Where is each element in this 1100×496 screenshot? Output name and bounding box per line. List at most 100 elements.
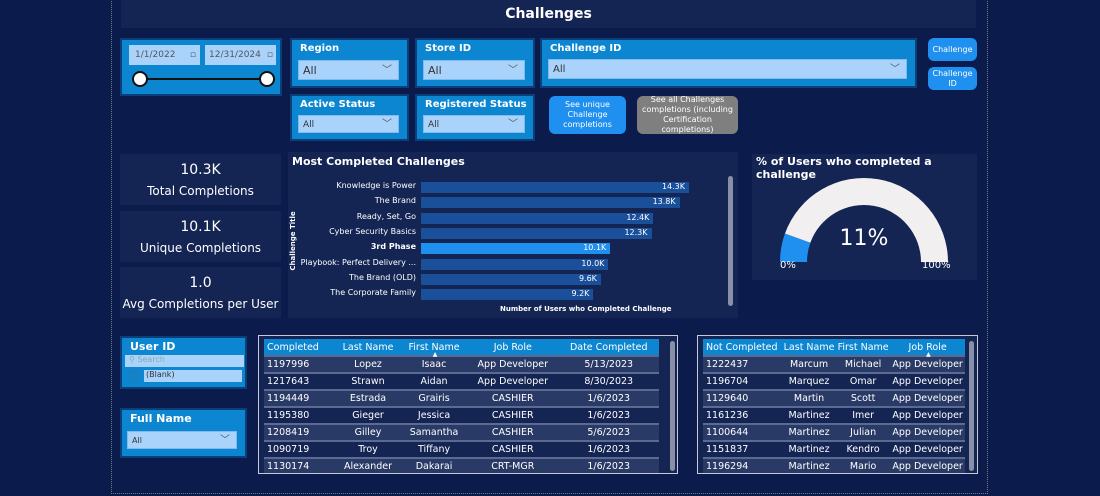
table-cell: CASHIER [467,423,559,441]
table-scrollbar[interactable] [969,341,974,471]
table-row[interactable]: 1161236 Martinez Imer App Developer [703,406,965,424]
active-status-value: All [303,120,315,130]
calendar-icon: ▫ [266,50,273,60]
challenge-id-button[interactable]: Challenge ID [928,67,977,90]
table-row[interactable]: 1151837 Martinez Kendro App Developer [703,440,965,458]
gauge-title: % of Users who completed a challenge [756,155,932,181]
table-row[interactable]: 1222437 Marcum Michael App Developer [703,355,965,373]
table-cell: 8/30/2023 [558,372,659,390]
bar[interactable] [421,243,611,255]
chevron-down-icon: ﹀ [508,65,518,76]
column-header[interactable]: Job Role ▲ [890,339,965,358]
user-id-search[interactable]: ⚲ Search [125,355,244,367]
table-cell: Kendro [836,440,891,458]
table-scrollbar[interactable] [670,341,675,471]
user-id-filter: User ID ⚲ Search (Blank) [120,336,247,389]
bar[interactable] [421,212,654,224]
table-cell: Samantha [400,423,468,441]
column-header[interactable]: Date Completed [558,339,659,356]
challenge-id-filter: Challenge ID All ﹀ [540,38,917,88]
table-cell: 5/6/2023 [558,423,659,441]
end-date-input[interactable]: 12/31/2024 ▫ [205,45,276,65]
kpi-total-completions: 10.3K Total Completions [120,154,281,205]
table-cell: 1/6/2023 [558,457,659,473]
table-cell: 1194449 [264,389,336,407]
table-row[interactable]: 1129640 Martin Scott App Developer [703,389,965,407]
table-cell: 1208419 [264,423,336,441]
table-row[interactable]: 1194449 Estrada Grairis CASHIER 1/6/2023 [264,389,659,407]
table-row[interactable]: 1100644 Martinez Julian App Developer [703,423,965,441]
table-cell: App Developer [890,389,965,407]
table-row[interactable]: 1195380 Gieger Jessica CASHIER 1/6/2023 [264,406,659,424]
table-cell: Alexander [335,457,401,473]
table-cell: Marquez [782,372,837,390]
bar-category-label: Ready, Set, Go [356,211,416,221]
column-header[interactable]: Completed [264,339,336,356]
bar-value-label: 13.8K [652,197,676,207]
chevron-down-icon: ﹀ [890,64,900,75]
table-cell: Lopez [335,355,401,373]
completed-table: Completed Last Name First Name ▲ Job Role Dat… [258,335,678,474]
bar-category-label: The Brand [374,196,416,206]
table-cell: Dakarai [400,457,468,473]
table-cell: CRT-MGR [467,457,559,473]
table-row[interactable]: 1090719 Troy Tiffany CASHIER 1/6/2023 [264,440,659,458]
full-name-dropdown[interactable]: All ﹀ [127,431,237,449]
challenge-id-dropdown[interactable]: All ﹀ [548,59,907,79]
region-label: Region [300,43,340,54]
column-header[interactable]: Not Completed [703,339,783,356]
column-header[interactable]: First Name ▲ [400,339,468,358]
start-date-input[interactable]: 1/1/2022 ▫ [129,45,200,65]
chart-title: Most Completed Challenges [292,155,465,168]
bar[interactable] [421,273,601,285]
chart-scrollbar[interactable] [728,176,733,306]
bar[interactable] [421,258,609,270]
table-row[interactable]: 1196294 Martinez Mario App Developer [703,457,965,473]
region-dropdown[interactable]: All ﹀ [298,60,399,80]
challenge-id-label: Challenge ID [550,43,622,54]
column-header[interactable]: Last Name [335,339,401,356]
table-cell: Troy [335,440,401,458]
bar-value-label: 12.3K [624,227,648,237]
table-row[interactable]: 1130174 Alexander Dakarai CRT-MGR 1/6/2023 [264,457,659,473]
bar-value-label: 14.3K [661,182,685,191]
active-status-dropdown[interactable]: All ﹀ [298,115,399,133]
table-cell: Tiffany [400,440,468,458]
column-header[interactable]: First Name [836,339,891,356]
table-cell: 1090719 [264,440,336,458]
table-row[interactable]: 1208419 Gilley Samantha CASHIER 5/6/2023 [264,423,659,441]
full-name-label: Full Name [130,412,192,425]
registered-status-value: All [428,120,440,130]
table-cell: Strawn [335,372,401,390]
table-cell: Martin [782,389,837,407]
bar[interactable] [421,182,689,193]
all-completions-button[interactable]: See all Challenges completions (includin… [637,95,738,134]
kpi-value: 10.3K [180,162,221,178]
table-cell: 1196704 [703,372,783,390]
bar[interactable] [421,227,652,239]
active-status-filter: Active Status All ﹀ [290,94,409,141]
table-cell: 1222437 [703,355,783,373]
table-row[interactable]: 1196704 Marquez Omar App Developer [703,372,965,390]
store-id-dropdown[interactable]: All ﹀ [423,60,525,80]
slider-start-handle[interactable] [132,71,148,87]
unique-completions-button[interactable]: See unique Challenge completions [549,96,626,134]
blank-checkbox[interactable] [130,371,139,380]
completion-gauge: % of Users who completed a challenge 11%… [752,154,977,280]
bar-category-label: Knowledge is Power [336,181,416,190]
column-header-label: First Name [408,341,460,353]
table-row[interactable]: 1197996 Lopez Isaac App Developer 5/13/2023 [264,355,659,373]
table-cell: Marcum [782,355,837,373]
registered-status-dropdown[interactable]: All ﹀ [423,115,525,133]
bar[interactable] [421,289,594,301]
challenge-button[interactable]: Challenge [928,38,977,61]
column-header[interactable]: Job Role [467,339,559,356]
slider-end-handle[interactable] [259,71,275,87]
blank-option[interactable]: (Blank) [144,370,242,382]
table-cell: 1196294 [703,457,783,473]
bar[interactable] [421,197,680,209]
column-header[interactable]: Last Name [782,339,837,356]
table-cell: 1129640 [703,389,783,407]
table-row[interactable]: 1217643 Strawn Aidan App Developer 8/30/2023 [264,372,659,390]
active-status-label: Active Status [300,99,376,110]
